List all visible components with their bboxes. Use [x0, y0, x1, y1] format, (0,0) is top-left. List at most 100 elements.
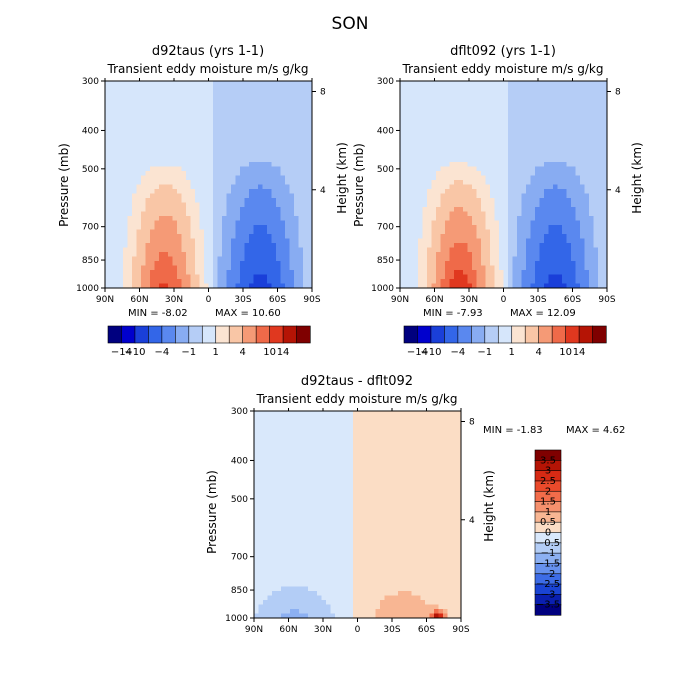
field-cell	[436, 279, 442, 285]
field-cell	[289, 90, 295, 96]
field-cell	[307, 274, 312, 280]
field-cell	[271, 243, 277, 249]
field-cell	[413, 126, 419, 132]
field-cell	[217, 207, 223, 213]
field-cell	[177, 193, 183, 199]
field-cell	[222, 225, 228, 231]
field-cell	[249, 135, 255, 141]
field-cell	[141, 81, 147, 87]
field-cell	[190, 243, 196, 249]
field-cell	[593, 279, 599, 285]
field-cell	[132, 216, 138, 222]
field-cell	[249, 130, 255, 136]
field-cell	[521, 270, 527, 276]
field-cell	[244, 90, 250, 96]
field-cell	[307, 121, 312, 127]
field-cell	[199, 180, 205, 186]
field-cell	[105, 270, 111, 276]
field-cell	[285, 184, 291, 190]
field-cell	[132, 234, 138, 240]
field-cell	[294, 600, 300, 606]
field-cell	[154, 139, 160, 145]
field-cell	[476, 180, 482, 186]
field-cell	[154, 130, 160, 136]
field-cell	[413, 99, 419, 105]
field-cell	[485, 225, 491, 231]
field-cell	[235, 243, 241, 249]
field-cell	[172, 252, 178, 258]
field-cell	[114, 225, 120, 231]
field-cell	[280, 166, 286, 172]
field-cell	[539, 247, 545, 253]
field-cell	[109, 261, 115, 267]
field-cell	[271, 198, 277, 204]
field-cell	[490, 211, 496, 217]
field-cell	[303, 234, 309, 240]
field-cell	[427, 121, 433, 127]
field-cell	[276, 501, 282, 507]
field-cell	[298, 247, 304, 253]
field-cell	[467, 211, 473, 217]
field-cell	[168, 247, 174, 253]
field-cell	[190, 184, 196, 190]
field-cell	[154, 117, 160, 123]
field-cell	[409, 193, 415, 199]
field-cell	[499, 108, 505, 114]
field-cell	[544, 184, 550, 190]
field-cell	[136, 189, 142, 195]
field-cell	[521, 189, 527, 195]
field-cell	[253, 265, 259, 271]
field-cell	[557, 234, 563, 240]
field-cell	[163, 99, 169, 105]
field-cell	[163, 85, 169, 91]
field-cell	[400, 225, 406, 231]
field-cell	[584, 238, 590, 244]
field-cell	[499, 135, 505, 141]
field-cell	[303, 175, 309, 181]
field-cell	[285, 532, 291, 538]
field-cell	[254, 438, 260, 444]
field-cell	[400, 148, 406, 154]
field-cell	[476, 216, 482, 222]
field-cell	[186, 202, 192, 208]
field-cell	[494, 225, 500, 231]
field-cell	[154, 99, 160, 105]
field-cell	[517, 216, 523, 222]
field-cell	[593, 126, 599, 132]
field-cell	[553, 130, 559, 136]
field-cell	[440, 274, 446, 280]
field-cell	[281, 496, 287, 502]
field-cell	[431, 193, 437, 199]
field-cell	[303, 162, 309, 168]
field-cell	[593, 90, 599, 96]
field-cell	[141, 175, 147, 181]
field-cell	[566, 108, 572, 114]
field-cell	[298, 81, 304, 87]
field-cell	[580, 175, 586, 181]
field-cell	[204, 247, 210, 253]
field-cell	[544, 135, 550, 141]
field-cell	[217, 211, 223, 217]
field-cell	[235, 90, 241, 96]
field-cell	[485, 90, 491, 96]
field-cell	[535, 103, 541, 109]
field-cell	[445, 153, 451, 159]
field-cell	[199, 153, 205, 159]
field-cell	[222, 243, 228, 249]
field-cell	[548, 94, 554, 100]
field-cell	[258, 252, 264, 258]
field-cell	[159, 220, 165, 226]
field-cell	[258, 483, 264, 489]
field-cell	[530, 261, 536, 267]
field-cell	[463, 211, 469, 217]
field-cell	[548, 198, 554, 204]
field-cell	[526, 90, 532, 96]
field-cell	[231, 112, 237, 118]
field-cell	[285, 514, 291, 520]
field-cell	[290, 532, 296, 538]
field-cell	[512, 153, 518, 159]
field-cell	[271, 189, 277, 195]
field-cell	[258, 555, 264, 561]
field-cell	[553, 283, 559, 288]
field-cell	[109, 135, 115, 141]
